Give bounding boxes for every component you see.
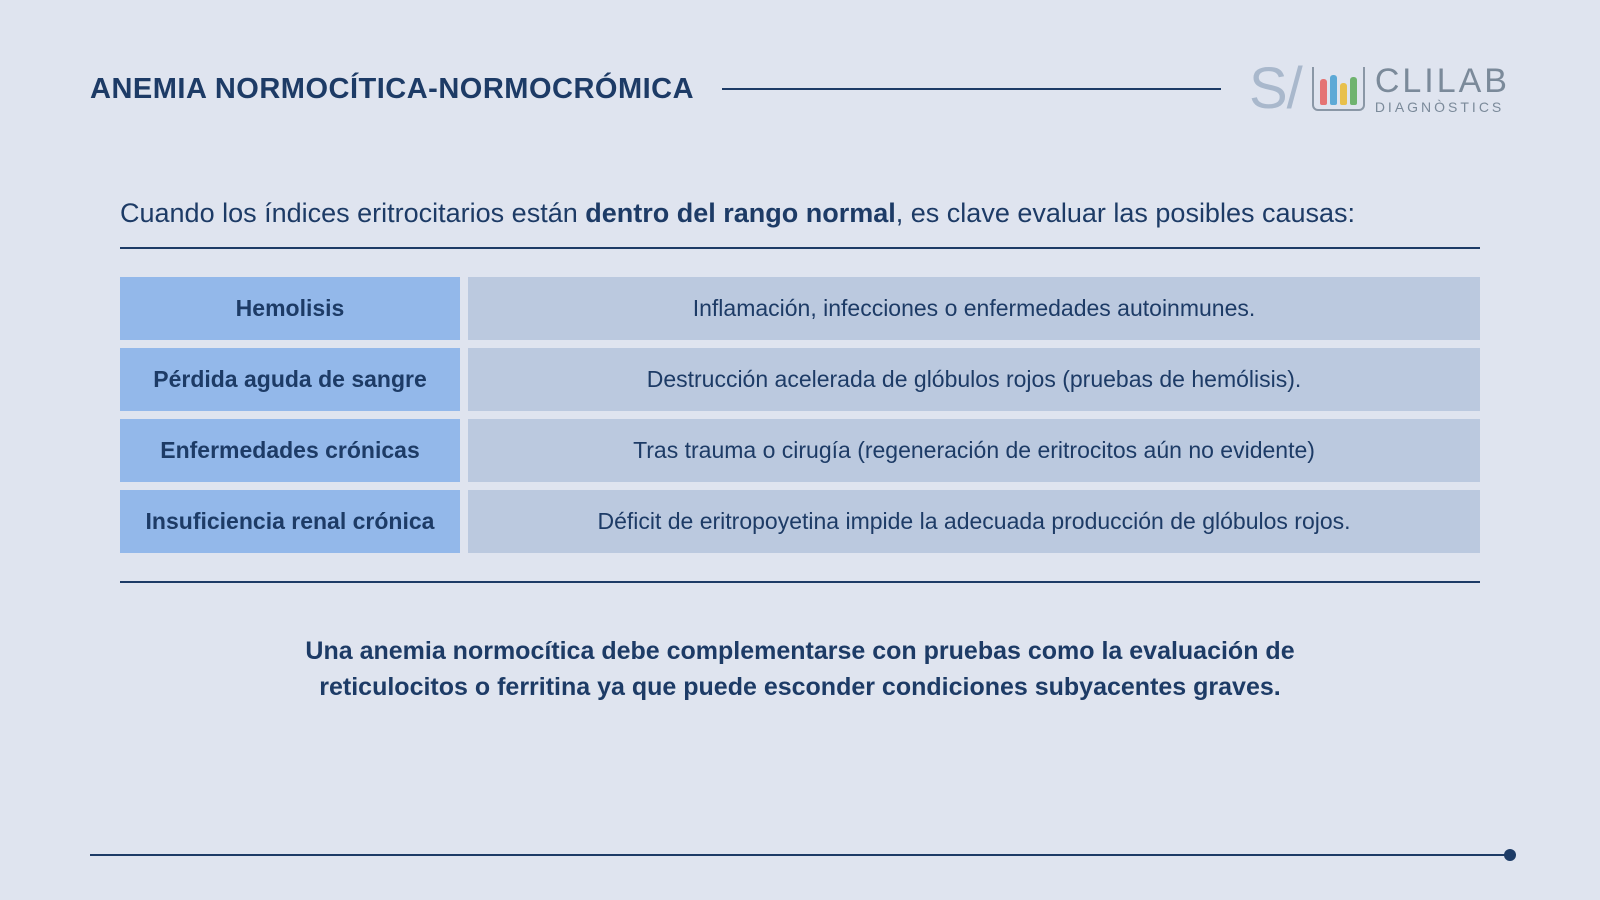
logo-main: CLILAB [1375,64,1510,98]
cause-desc: Destrucción acelerada de glóbulos rojos … [468,348,1480,411]
tube-icon [1320,79,1327,105]
table-row: Hemolisis Inflamación, infecciones o enf… [120,277,1480,340]
cause-desc: Déficit de eritropoyetina impide la adec… [468,490,1480,553]
slide: ANEMIA NORMOCÍTICA-NORMOCRÓMICA S/ CLILA… [0,0,1600,900]
footer-line [90,854,1510,856]
cause-label: Insuficiencia renal crónica [120,490,460,553]
cause-desc: Tras trauma o cirugía (regeneración de e… [468,419,1480,482]
table-row: Pérdida aguda de sangre Destrucción acel… [120,348,1480,411]
conclusion-text: Una anemia normocítica debe complementar… [275,633,1325,706]
table-row: Enfermedades crónicas Tras trauma o ciru… [120,419,1480,482]
intro-bold: dentro del rango normal [585,198,896,228]
cause-label: Pérdida aguda de sangre [120,348,460,411]
logo-sub: DIAGNÒSTICS [1375,100,1510,114]
tube-icon [1350,77,1357,105]
logo-prefix: S/ [1249,60,1302,118]
tube-icon [1340,83,1347,105]
test-tubes-icon [1312,67,1365,111]
bottom-rule [120,581,1480,583]
intro-post: , es clave evaluar las posibles causas: [896,198,1355,228]
causes-table: Hemolisis Inflamación, infecciones o enf… [120,277,1480,553]
cause-label: Hemolisis [120,277,460,340]
logo: S/ CLILAB DIAGNÒSTICS [1249,60,1510,118]
intro-pre: Cuando los índices eritrocitarios están [120,198,585,228]
footer-dot-icon [1504,849,1516,861]
cause-desc: Inflamación, infecciones o enfermedades … [468,277,1480,340]
content: Cuando los índices eritrocitarios están … [90,198,1510,706]
top-rule [120,247,1480,249]
title-divider [722,88,1221,90]
logo-text: CLILAB DIAGNÒSTICS [1375,64,1510,114]
cause-label: Enfermedades crónicas [120,419,460,482]
tube-icon [1330,75,1337,105]
header-row: ANEMIA NORMOCÍTICA-NORMOCRÓMICA S/ CLILA… [90,60,1510,118]
intro-text: Cuando los índices eritrocitarios están … [120,198,1480,229]
table-row: Insuficiencia renal crónica Déficit de e… [120,490,1480,553]
page-title: ANEMIA NORMOCÍTICA-NORMOCRÓMICA [90,73,694,106]
